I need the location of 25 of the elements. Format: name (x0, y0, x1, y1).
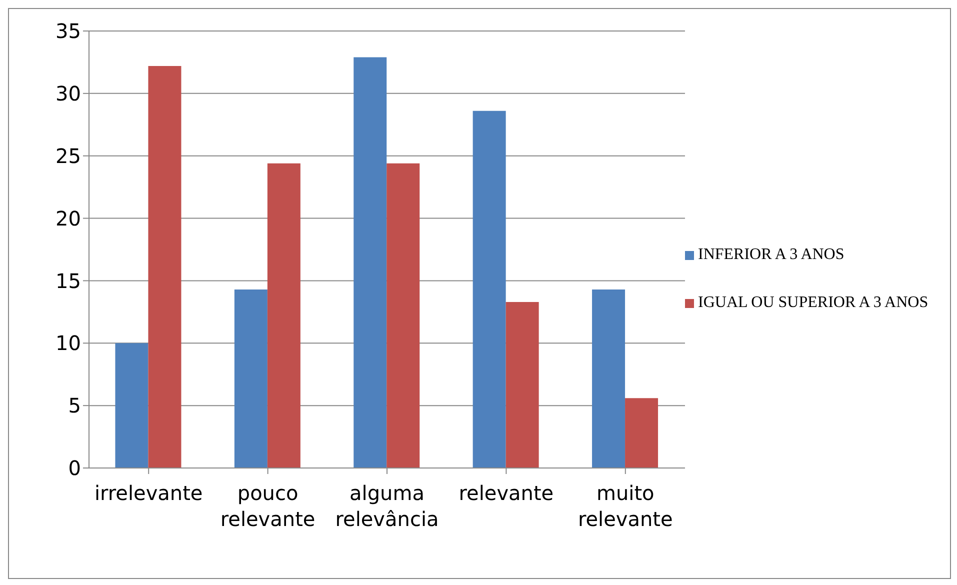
bar (267, 163, 300, 468)
legend-label: INFERIOR A 3 ANOS (698, 246, 844, 264)
bar (625, 398, 658, 468)
legend-label: IGUAL OU SUPERIOR A 3 ANOS (698, 294, 928, 312)
bar (506, 302, 539, 468)
x-tick-label: alguma relevância (335, 481, 439, 531)
x-tick-label: muito relevante (578, 481, 673, 531)
y-tick-label: 25 (56, 144, 81, 168)
y-tick-label: 20 (56, 206, 81, 230)
y-tick-label: 10 (56, 331, 81, 356)
y-tick-label: 35 (56, 19, 81, 44)
bar (472, 110, 506, 468)
y-tick-label: 0 (68, 456, 81, 480)
bar (234, 289, 268, 468)
bar (148, 66, 182, 468)
x-tick-label: irrelevante (94, 481, 203, 505)
y-tick-label: 15 (56, 268, 81, 293)
x-tick-label: pouco relevante (220, 481, 316, 531)
y-tick-label: 5 (68, 394, 81, 418)
bar (354, 57, 387, 468)
bar (386, 163, 420, 468)
bar (115, 343, 148, 468)
y-tick-label: 30 (56, 82, 81, 106)
bar (592, 289, 626, 468)
x-tick-label: relevante (458, 481, 554, 505)
